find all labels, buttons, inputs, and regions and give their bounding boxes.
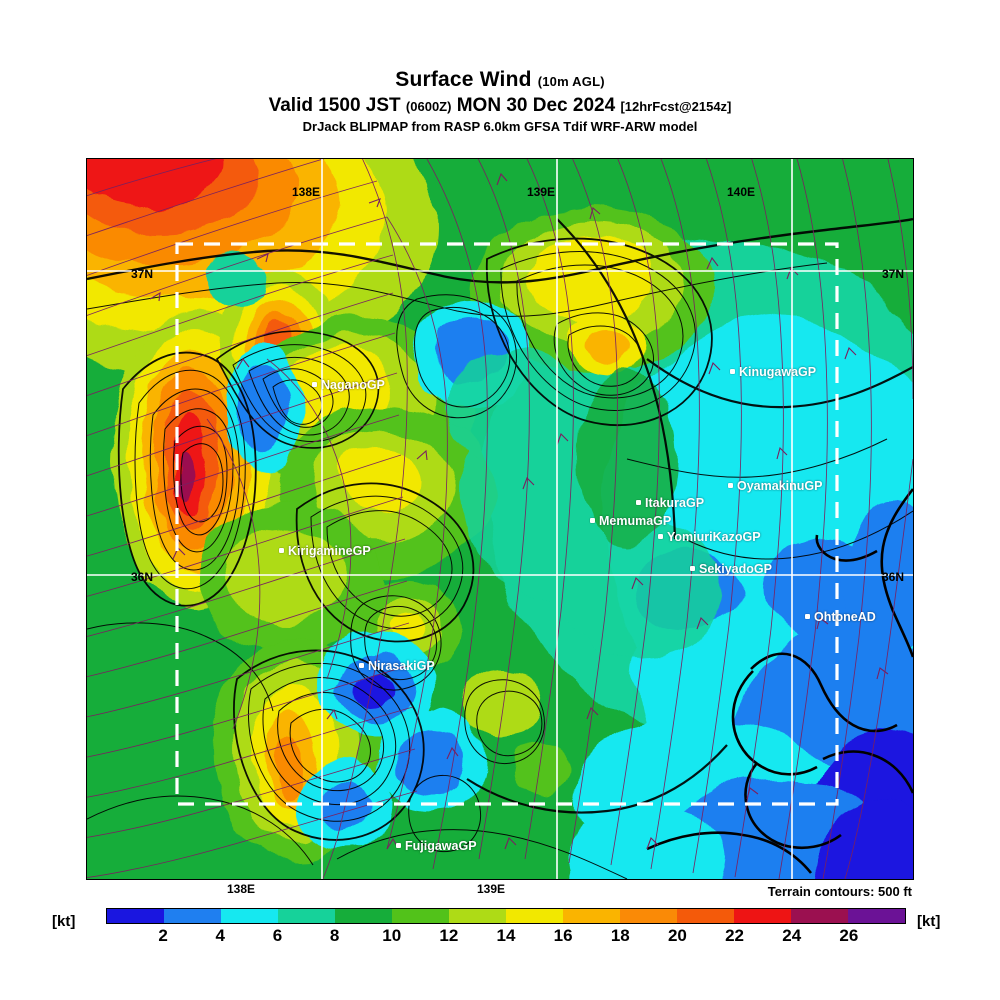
- colorbar-tick-18: 18: [610, 926, 630, 945]
- colorbar-tick-4: 4: [215, 926, 226, 945]
- streamline-arrows: [149, 172, 889, 850]
- title-main: Surface Wind: [395, 68, 532, 91]
- colorbar-segment-12: [791, 909, 848, 923]
- colorbar-segment-4: [335, 909, 392, 923]
- valid-date: MON 30 Dec 2024: [456, 95, 616, 116]
- valid-time-utc: (0600Z): [405, 99, 452, 114]
- chart-header: Surface Wind (10m AGL) Valid 1500 JST (0…: [0, 68, 1000, 135]
- colorbar-tick-16: 16: [553, 926, 573, 945]
- colorbar-segment-2: [221, 909, 278, 923]
- title-level: (10m AGL): [537, 74, 605, 89]
- lon-label-bottom-138e: 138E: [227, 882, 256, 896]
- colorbar-tick-2: 2: [158, 926, 168, 945]
- colorbar-segment-10: [677, 909, 734, 923]
- colorbar-segment-1: [164, 909, 221, 923]
- colorbar-segment-8: [563, 909, 620, 923]
- colorbar-tick-10: 10: [382, 926, 402, 945]
- colorbar-units-right: [kt]: [917, 913, 941, 930]
- colorbar-tick-14: 14: [496, 926, 516, 945]
- model-source-line: DrJack BLIPMAP from RASP 6.0km GFSA Tdif…: [302, 119, 698, 134]
- colorbar-ticks: 2 4 6 8 10 12 14 16 18 20 22 24 26: [106, 926, 906, 948]
- colorbar-segment-11: [734, 909, 791, 923]
- wind-field-map: [87, 159, 913, 879]
- colorbar-tick-24: 24: [782, 926, 802, 945]
- graticule: [87, 159, 913, 879]
- colorbar-segment-9: [620, 909, 677, 923]
- map-plot-area[interactable]: 138E 139E 140E 37N 37N 36N 36N NaganoGP …: [86, 158, 914, 880]
- forecast-domain-box: [175, 242, 839, 806]
- colorbar-segment-6: [449, 909, 506, 923]
- colorbar-segment-5: [392, 909, 449, 923]
- colorbar-segment-0: [107, 909, 164, 923]
- colorbar-tick-22: 22: [725, 926, 745, 945]
- colorbar-tick-8: 8: [329, 926, 340, 945]
- colorbar-units-left: [kt]: [52, 913, 76, 930]
- forecast-tag: [12hrFcst@2154z]: [620, 99, 732, 114]
- colorbar-tick-6: 6: [272, 926, 283, 945]
- colorbar-tick-26: 26: [839, 926, 859, 945]
- colorbar-tick-20: 20: [667, 926, 687, 945]
- terrain-contour-note: Terrain contours: 500 ft: [767, 884, 912, 899]
- valid-time: Valid 1500 JST: [268, 95, 401, 116]
- lon-label-bottom-139e: 139E: [477, 882, 506, 896]
- colorbar-segment-7: [506, 909, 563, 923]
- wind-streamlines: [87, 159, 913, 879]
- page-title: Surface Wind (10m AGL): [0, 68, 1000, 94]
- valid-time-line: Valid 1500 JST (0600Z) MON 30 Dec 2024 […: [0, 94, 1000, 118]
- colorbar-segment-13: [848, 909, 905, 923]
- wind-speed-colorbar: [kt] [kt] 2 4 6 8 10 12 14 16 18 20 22 24 26: [0, 903, 1000, 953]
- colorbar-strip[interactable]: [106, 908, 906, 924]
- colorbar-segment-3: [278, 909, 335, 923]
- coastline: [646, 488, 913, 874]
- colorbar-tick-12: 12: [439, 926, 459, 945]
